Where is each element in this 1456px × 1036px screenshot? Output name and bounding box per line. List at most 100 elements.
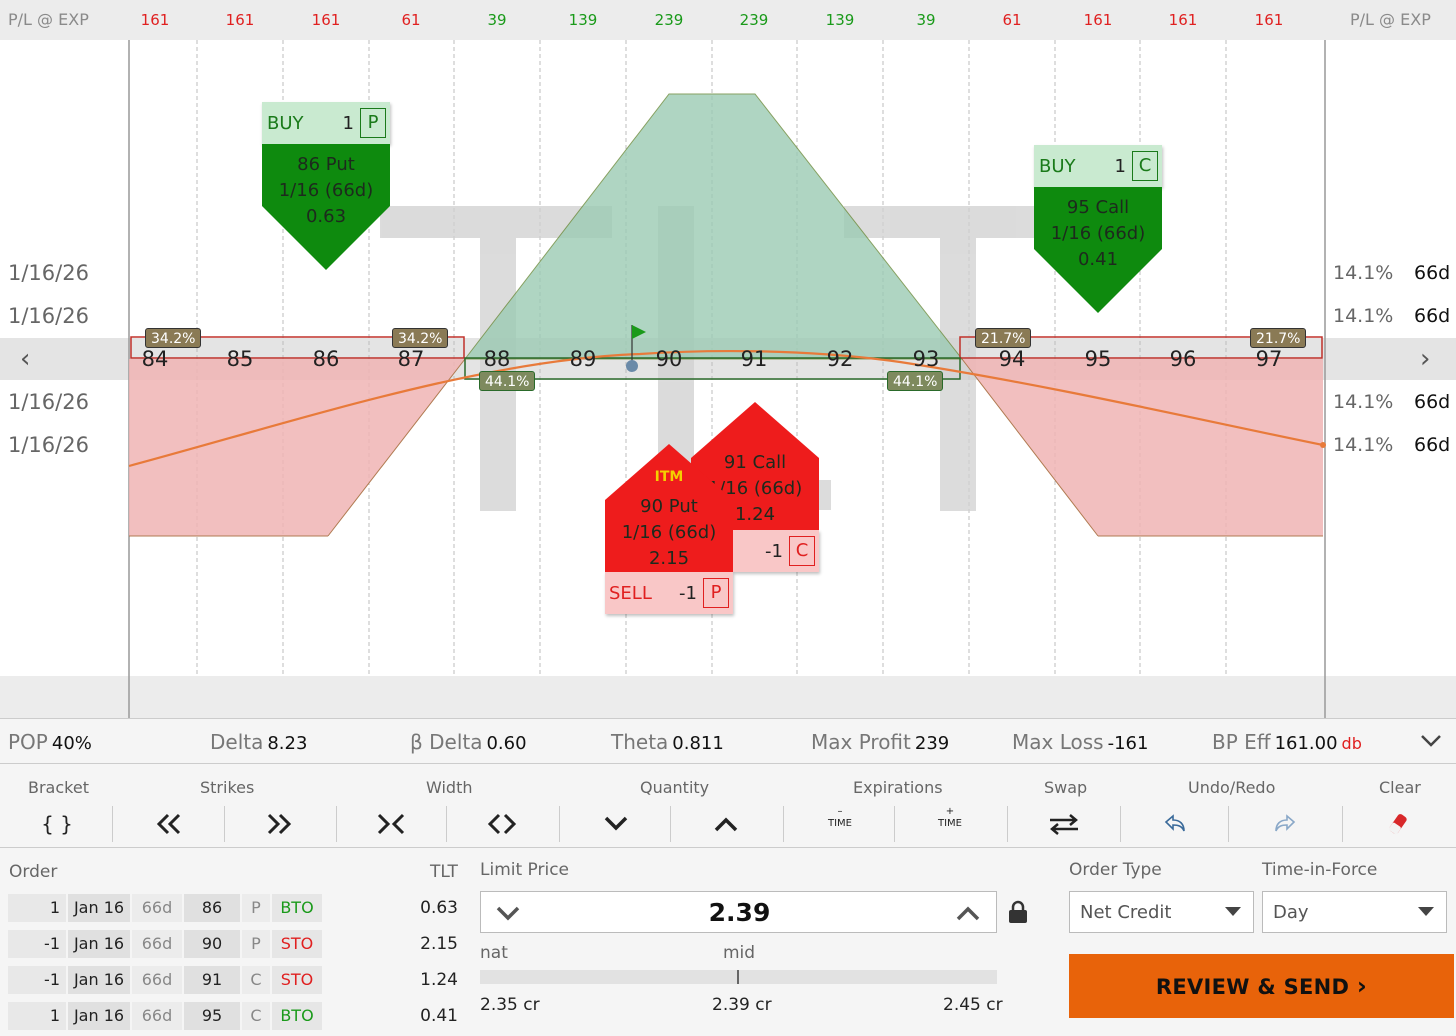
bracket-button[interactable]: { } [41,812,73,836]
risk-graph[interactable]: P/L @ EXP P/L @ EXP 161 161 161 61 39 139 239 2… [0,0,1456,718]
strike-label[interactable]: 95 [1084,347,1112,371]
leg-days-to-expiry[interactable]: 66d [132,1002,182,1030]
strikes-up-button[interactable] [229,806,329,842]
stat-label: BP Eff [1212,730,1271,754]
leg-quantity[interactable]: -1 [8,930,66,958]
pl-value: 61 [401,11,421,29]
order-leg-row[interactable]: 1 Jan 16 66d 86 P BTO [8,894,324,922]
order-type-select[interactable]: Net Credit [1069,891,1254,933]
leg-days-to-expiry[interactable]: 66d [132,894,182,922]
quantity-up-button[interactable] [676,806,776,842]
order-panel: Order TLT 1 Jan 16 66d 86 P BTO 0.63 -1 Jan 16 66… [0,848,1456,1036]
time-in-force-select[interactable]: Day [1262,891,1447,933]
leg-put-call[interactable]: P [242,894,270,922]
leg-action[interactable]: STO [272,966,322,994]
strike-label[interactable]: 96 [1169,347,1197,371]
redo-button[interactable] [1235,806,1335,842]
width-narrow-icon [377,813,405,835]
time-in-force-value: Day [1273,902,1309,923]
leg-type-call[interactable]: C [1132,151,1158,181]
strike-label[interactable]: 92 [826,347,854,371]
strikes-down-button[interactable] [119,806,219,842]
stat-max-loss: Max Loss -161 [1012,730,1148,754]
leg-expiration: 1/16 (66d) [621,522,717,543]
leg-card-sell-put[interactable]: ITM 90 Put 1/16 (66d) 2.15 SELL -1 P [605,444,733,614]
lock-icon[interactable] [1008,900,1028,924]
width-narrow-button[interactable] [341,806,441,842]
price-down-icon[interactable] [495,904,521,922]
stat-unit: db [1341,734,1362,753]
strike-label[interactable]: 84 [141,347,169,371]
limit-price-value[interactable]: 2.39 [708,898,771,927]
scroll-right-arrow-icon[interactable]: › [1420,344,1431,374]
scroll-left-arrow-icon[interactable]: ‹ [20,344,31,374]
leg-card-buy-call[interactable]: BUY 1 C 95 Call 1/16 (66d) 0.41 [1034,145,1162,315]
stat-label: Delta [210,730,264,754]
leg-strike[interactable]: 95 [184,1002,240,1030]
time-in-force-label: Time-in-Force [1262,860,1378,880]
swap-button[interactable] [1014,806,1114,842]
leg-price: 0.63 [305,206,347,227]
leg-type-put[interactable]: P [360,108,386,138]
leg-side: BUY [267,112,304,134]
leg-quantity[interactable]: -1 [8,966,66,994]
leg-days-to-expiry[interactable]: 66d [132,966,182,994]
leg-quantity[interactable]: 1 [8,894,66,922]
price-slider-handle[interactable] [737,970,739,984]
leg-put-call[interactable]: C [242,966,270,994]
review-send-button[interactable]: REVIEW & SEND › [1069,954,1454,1018]
quantity-down-button[interactable] [566,806,666,842]
leg-type-put[interactable]: P [703,578,729,608]
strike-label[interactable]: 87 [397,347,425,371]
time-minus-button[interactable]: – TIME [790,806,890,842]
order-leg-row[interactable]: 1 Jan 16 66d 95 C BTO [8,1002,324,1030]
strike-label[interactable]: 88 [483,347,511,371]
leg-put-call[interactable]: P [242,930,270,958]
leg-action[interactable]: STO [272,930,322,958]
leg-expiration-date[interactable]: Jan 16 [68,966,130,994]
order-label: Order [9,862,58,882]
leg-strike[interactable]: 90 [184,930,240,958]
width-widen-button[interactable] [452,806,552,842]
pl-value: 239 [654,11,684,29]
leg-type-call[interactable]: C [789,536,815,566]
strike-label[interactable]: 91 [740,347,768,371]
leg-quantity[interactable]: 1 [8,1002,66,1030]
leg-strike[interactable]: 86 [184,894,240,922]
position-stats-bar: POP 40% Delta 8.23 β Delta 0.60 Theta 0.811 … [0,718,1456,764]
leg-days-to-expiry[interactable]: 66d [132,930,182,958]
price-up-icon[interactable] [955,904,981,922]
leg-action[interactable]: BTO [272,894,322,922]
pl-label-right: P/L @ EXP [1350,10,1431,29]
leg-expiration-date[interactable]: Jan 16 [68,1002,130,1030]
strike-label[interactable]: 85 [226,347,254,371]
limit-price-field[interactable]: 2.39 [480,891,997,933]
leg-put-call[interactable]: C [242,1002,270,1030]
leg-strike[interactable]: 91 [184,966,240,994]
leg-body: 95 Call 1/16 (66d) 0.41 [1034,187,1162,315]
strike-label[interactable]: 90 [655,347,683,371]
expand-chevron-icon[interactable] [1420,733,1442,749]
order-leg-row[interactable]: -1 Jan 16 66d 90 P STO [8,930,324,958]
leg-expiration: 1/16 (66d) [278,180,374,201]
strike-label[interactable]: 89 [569,347,597,371]
leg-card-buy-put[interactable]: BUY 1 P 86 Put 1/16 (66d) 0.63 [262,102,390,272]
strike-label[interactable]: 93 [912,347,940,371]
strike-label[interactable]: 94 [998,347,1026,371]
leg-expiration-date[interactable]: Jan 16 [68,930,130,958]
probability-badge: 21.7% [1250,328,1307,348]
leg-header: BUY 1 P [262,102,390,144]
time-plus-button[interactable]: + TIME [900,806,1000,842]
strike-label[interactable]: 86 [312,347,340,371]
undo-button[interactable] [1125,806,1225,842]
clear-button[interactable] [1348,806,1448,842]
leg-action[interactable]: BTO [272,1002,322,1030]
strike-label[interactable]: 97 [1255,347,1283,371]
plus-icon: + [945,806,955,817]
loss-zone-right [962,359,1323,536]
leg-expiration-date[interactable]: Jan 16 [68,894,130,922]
chevron-right-icon: › [1356,972,1368,1000]
stat-value: 8.23 [267,733,308,754]
double-chevron-left-icon [156,813,181,835]
order-leg-row[interactable]: -1 Jan 16 66d 91 C STO [8,966,324,994]
